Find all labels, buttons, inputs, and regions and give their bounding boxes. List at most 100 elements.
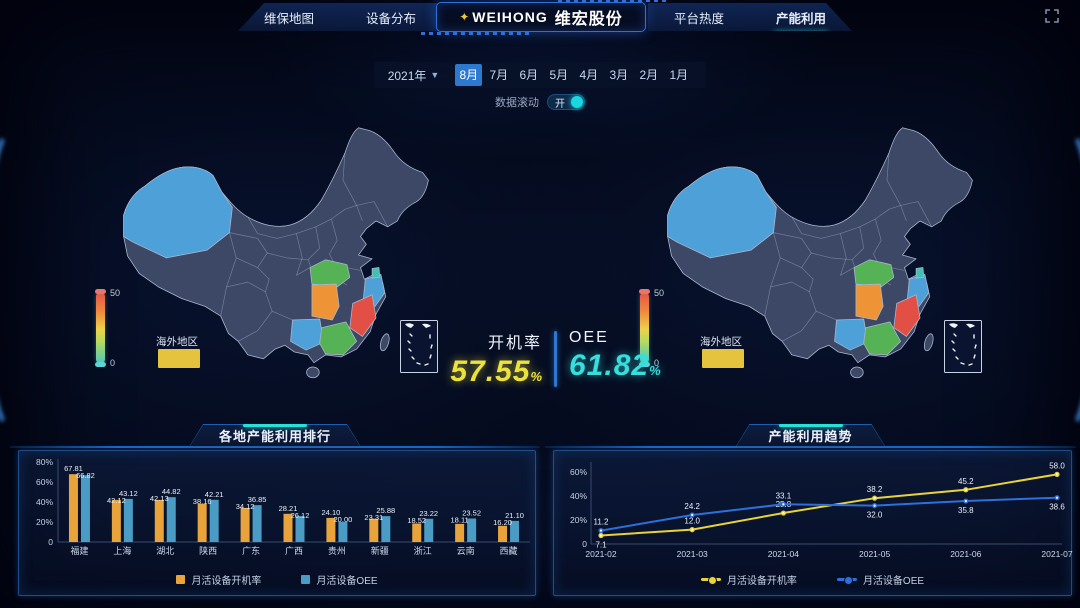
time-filter-row: 2021年 ▼ 8月 7月 6月 5月 4月 3月 2月 1月 bbox=[0, 62, 1080, 88]
svg-text:20.00: 20.00 bbox=[334, 515, 353, 524]
svg-text:7.1: 7.1 bbox=[595, 540, 607, 549]
svg-text:67.81: 67.81 bbox=[64, 464, 83, 473]
top-header: 维保地图 设备分布 ✦ WEIHONG 维宏股份 平台热度 产能利用 bbox=[0, 0, 1080, 35]
svg-text:36.85: 36.85 bbox=[248, 495, 267, 504]
svg-text:60%: 60% bbox=[570, 467, 587, 477]
kpi-stats: 开机率 57.55% OEE 61.82% bbox=[438, 329, 676, 394]
panel-region-ranking: 各地产能利用排行 0 20% 40% 60% 80% 67.81 66.82 福建 42.12 4… bbox=[10, 418, 540, 602]
china-map-left[interactable] bbox=[112, 112, 442, 394]
svg-text:24.10: 24.10 bbox=[322, 508, 341, 517]
legend-item[interactable]: 月活设备开机率 bbox=[176, 572, 261, 587]
overseas-label: 海外地区 bbox=[156, 336, 198, 348]
fullscreen-icon[interactable] bbox=[1044, 8, 1060, 24]
kpi-oee: OEE 61.82% bbox=[569, 329, 673, 388]
panel-divider-line bbox=[10, 446, 540, 448]
svg-text:18.11: 18.11 bbox=[451, 515, 469, 524]
svg-text:2021-06: 2021-06 bbox=[950, 549, 981, 559]
line-chart-box: 0 20% 40% 60% 2021-02 2021-03 2021-04 2021-05 20… bbox=[553, 450, 1073, 596]
bar-chart-legend: 月活设备开机率 月活设备OEE bbox=[19, 572, 535, 587]
month-tab[interactable]: 7月 bbox=[489, 68, 509, 82]
panel-line-title: 产能利用趋势 bbox=[768, 429, 853, 444]
brand-name-en: WEIHONG bbox=[472, 9, 548, 25]
svg-text:23.22: 23.22 bbox=[419, 509, 438, 518]
map-openrate: 50 0 海外地区 bbox=[88, 110, 438, 402]
month-tab[interactable]: 1月 bbox=[669, 68, 689, 82]
svg-text:23.31: 23.31 bbox=[364, 513, 383, 522]
tab-maintenance-map[interactable]: 维保地图 bbox=[263, 11, 314, 26]
month-tab[interactable]: 6月 bbox=[519, 68, 539, 82]
month-tab[interactable]: 8月 bbox=[455, 64, 483, 86]
svg-text:浙江: 浙江 bbox=[414, 545, 432, 556]
svg-text:24.2: 24.2 bbox=[684, 502, 700, 511]
svg-text:0: 0 bbox=[582, 539, 587, 549]
legend-label: 月活设备OEE bbox=[862, 576, 925, 587]
color-scale-left bbox=[95, 289, 106, 367]
svg-text:38.2: 38.2 bbox=[867, 485, 883, 494]
legend-label: 月活设备开机率 bbox=[726, 576, 797, 587]
month-tab[interactable]: 3月 bbox=[609, 68, 629, 82]
toggle-state-text: 开 bbox=[555, 98, 565, 110]
svg-text:2021-03: 2021-03 bbox=[677, 549, 708, 559]
svg-text:湖北: 湖北 bbox=[156, 546, 174, 556]
month-tab[interactable]: 2月 bbox=[639, 68, 659, 82]
svg-text:20%: 20% bbox=[36, 517, 53, 527]
line-chart[interactable]: 0 20% 40% 60% 2021-02 2021-03 2021-04 2021-05 20… bbox=[557, 454, 1073, 573]
legend-swatch bbox=[700, 576, 721, 585]
svg-text:28.21: 28.21 bbox=[279, 504, 298, 513]
panel-bar-title: 各地产能利用排行 bbox=[218, 429, 331, 444]
kpi-divider bbox=[554, 331, 557, 387]
data-scroll-label: 数据滚动 bbox=[495, 97, 539, 109]
china-map-right[interactable] bbox=[656, 112, 986, 394]
svg-text:40%: 40% bbox=[36, 497, 53, 507]
scale-max-label: 50 bbox=[654, 288, 665, 298]
overseas-label: 海外地区 bbox=[700, 336, 742, 348]
kpi-openrate-label: 开机率 bbox=[487, 335, 542, 352]
legend-label: 月活设备开机率 bbox=[191, 576, 262, 587]
legend-item[interactable]: 月活设备OEE bbox=[301, 572, 378, 587]
svg-text:广西: 广西 bbox=[285, 545, 303, 556]
svg-text:陕西: 陕西 bbox=[199, 545, 217, 556]
month-tab[interactable]: 4月 bbox=[579, 68, 599, 82]
tab-device-distribution[interactable]: 设备分布 bbox=[365, 11, 416, 26]
scale-min-label: 0 bbox=[110, 358, 116, 368]
panel-divider-line bbox=[545, 446, 1076, 448]
svg-text:21.10: 21.10 bbox=[505, 511, 524, 520]
month-tab[interactable]: 5月 bbox=[549, 68, 569, 82]
data-scroll-toggle[interactable]: 开 bbox=[547, 94, 585, 110]
svg-text:44.82: 44.82 bbox=[162, 487, 181, 496]
legend-item[interactable]: 月活设备OEE bbox=[836, 572, 925, 587]
svg-text:34.12: 34.12 bbox=[236, 502, 255, 511]
month-tabs: 8月 7月 6月 5月 4月 3月 2月 1月 bbox=[455, 64, 692, 86]
svg-text:58.0: 58.0 bbox=[1049, 461, 1065, 470]
legend-swatch bbox=[836, 576, 857, 585]
kpi-oee-label: OEE bbox=[569, 329, 609, 346]
svg-text:2021-07: 2021-07 bbox=[1041, 549, 1072, 559]
svg-text:38.6: 38.6 bbox=[1049, 503, 1065, 512]
bar-chart[interactable]: 0 20% 40% 60% 80% 67.81 66.82 福建 42.12 43.12 上海 42.… bbox=[22, 454, 536, 573]
svg-text:40%: 40% bbox=[570, 491, 587, 501]
legend-label: 月活设备OEE bbox=[316, 576, 378, 587]
kpi-openrate-value: 57.55% bbox=[450, 355, 542, 388]
kpi-oee-value: 61.82% bbox=[569, 349, 661, 382]
legend-swatch bbox=[301, 575, 311, 584]
tab-accent bbox=[243, 424, 307, 427]
year-select[interactable]: 2021年 ▼ bbox=[388, 67, 440, 84]
overseas-swatch bbox=[158, 349, 200, 368]
svg-text:新疆: 新疆 bbox=[371, 545, 389, 556]
svg-text:42.21: 42.21 bbox=[205, 490, 224, 499]
bar-chart-box: 0 20% 40% 60% 80% 67.81 66.82 福建 42.12 43.12 上海 42.… bbox=[18, 450, 536, 596]
svg-text:60%: 60% bbox=[36, 477, 53, 487]
tab-accent bbox=[779, 424, 843, 427]
svg-text:33.1: 33.1 bbox=[776, 491, 792, 500]
legend-swatch bbox=[176, 575, 186, 584]
legend-item[interactable]: 月活设备开机率 bbox=[700, 572, 797, 587]
kpi-openrate: 开机率 57.55% bbox=[438, 329, 542, 394]
svg-text:26.12: 26.12 bbox=[291, 511, 310, 520]
header-right-nav: 平台热度 产能利用 bbox=[648, 3, 852, 31]
tab-platform-heat[interactable]: 平台热度 bbox=[673, 11, 724, 26]
svg-text:云南: 云南 bbox=[457, 545, 475, 556]
tab-capacity-utilization[interactable]: 产能利用 bbox=[770, 4, 832, 31]
map-oee: 50 0 海外地区 bbox=[632, 110, 982, 402]
panel-line-tab: 产能利用趋势 bbox=[736, 424, 886, 447]
